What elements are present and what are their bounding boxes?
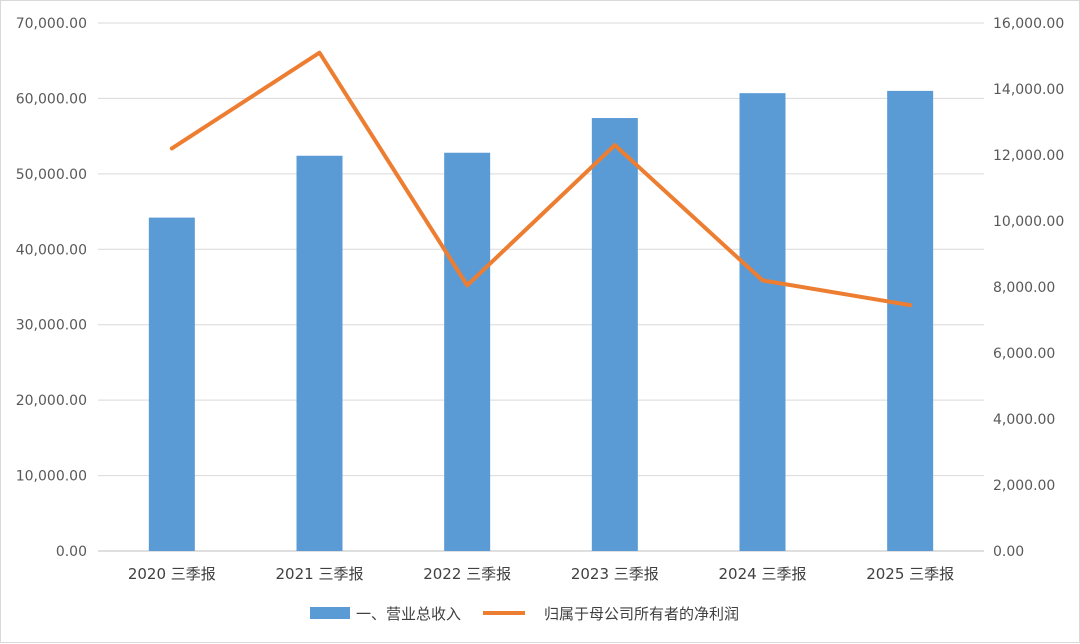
bar <box>592 118 638 551</box>
right-axis-tick-label: 0.00 <box>993 544 1024 560</box>
net-profit-line <box>172 53 910 305</box>
category-label: 2023 三季报 <box>571 565 659 583</box>
left-axis-tick-label: 40,000.00 <box>16 242 87 258</box>
right-axis-tick-label: 12,000.00 <box>993 148 1064 164</box>
right-axis-tick-label: 14,000.00 <box>993 82 1064 98</box>
left-axis-tick-label: 0.00 <box>56 544 87 560</box>
left-axis-tick-label: 10,000.00 <box>16 469 87 485</box>
left-axis-tick-label: 70,000.00 <box>16 16 87 32</box>
category-label: 2020 三季报 <box>128 565 216 583</box>
right-axis-tick-label: 10,000.00 <box>993 214 1064 230</box>
left-axis-tick-label: 60,000.00 <box>16 91 87 107</box>
left-axis-tick-label: 50,000.00 <box>16 167 87 183</box>
right-axis-tick-label: 8,000.00 <box>993 280 1055 296</box>
bar <box>740 93 786 551</box>
legend-bar-label: 一、营业总收入 <box>356 605 461 623</box>
bar <box>887 91 933 551</box>
legend-bar-swatch <box>310 607 350 619</box>
right-axis-tick-label: 6,000.00 <box>993 346 1055 362</box>
bar <box>149 218 195 551</box>
left-axis-tick-label: 20,000.00 <box>16 393 87 409</box>
category-label: 2022 三季报 <box>423 565 511 583</box>
left-axis-tick-label: 30,000.00 <box>16 318 87 334</box>
right-axis-tick-label: 16,000.00 <box>993 16 1064 32</box>
right-axis-tick-label: 2,000.00 <box>993 478 1055 494</box>
right-axis-tick-label: 4,000.00 <box>993 412 1055 428</box>
category-label: 2021 三季报 <box>276 565 364 583</box>
category-label: 2024 三季报 <box>719 565 807 583</box>
bar <box>297 156 343 551</box>
legend-line-label: 归属于母公司所有者的净利润 <box>544 605 739 623</box>
category-label: 2025 三季报 <box>866 565 954 583</box>
bar <box>444 153 490 551</box>
